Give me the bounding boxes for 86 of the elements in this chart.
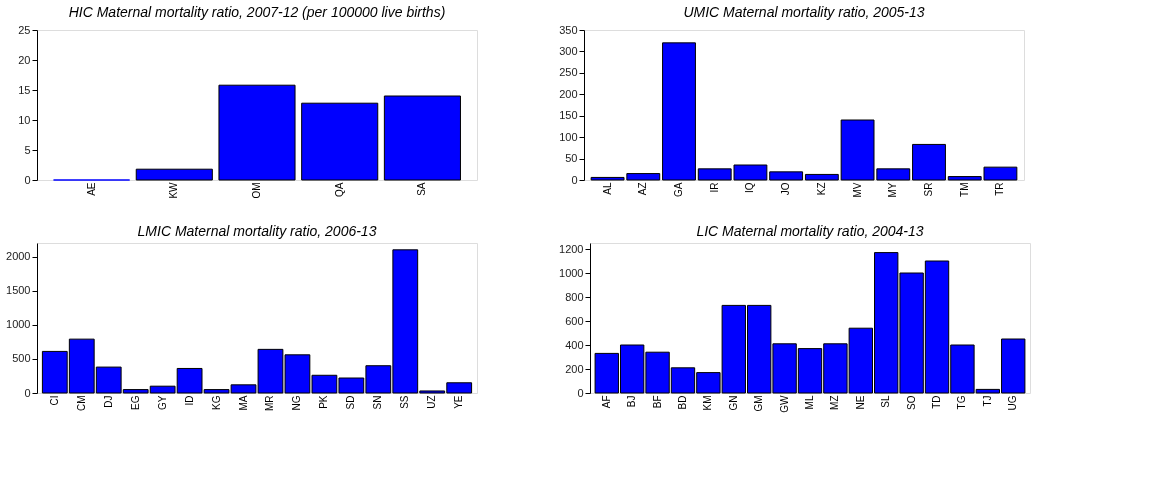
bar (662, 42, 696, 181)
y-tick-label: 20 (18, 53, 31, 66)
x-tick-label: PK (318, 395, 330, 409)
x-tick-label: BJ (626, 395, 638, 408)
bar (912, 143, 946, 181)
bar (218, 84, 296, 181)
x-tick-label: ID (183, 395, 195, 406)
y-tick-label: 0 (24, 386, 31, 399)
y-tick-label: 400 (565, 338, 584, 351)
x-tick-label: SL (880, 395, 892, 408)
chart-title: UMIC Maternal mortality ratio, 2005-13 (683, 4, 925, 20)
x-tick-label: SD (345, 395, 357, 410)
x-tick-label: SN (372, 395, 384, 410)
y-tick-label: 0 (571, 173, 578, 186)
y-tick-label: 500 (12, 352, 31, 365)
y-tick-label: 10 (18, 113, 31, 126)
chart-title: LMIC Maternal mortality ratio, 2006-13 (137, 223, 377, 239)
y-tick-label: 200 (565, 362, 584, 375)
x-tick-label: MV (851, 182, 863, 198)
x-tick-label: GA (673, 182, 684, 197)
x-tick-label: NE (854, 395, 866, 410)
x-tick-label: SS (399, 395, 411, 409)
x-tick-label: UG (1007, 395, 1019, 411)
y-tick-label: 250 (559, 66, 578, 79)
x-tick-label: OM (251, 182, 262, 199)
bar (383, 95, 461, 181)
y-tick-label: 50 (565, 152, 578, 165)
x-tick-label: UZ (426, 395, 438, 409)
x-tick-label: TM (958, 182, 970, 197)
y-tick-label: 100 (559, 130, 578, 143)
x-tick-label: JO (780, 182, 792, 196)
x-tick-label: ML (804, 395, 815, 410)
x-tick-label: GM (753, 395, 765, 412)
x-tick-label: AZ (637, 182, 649, 196)
y-tick-label: 0 (577, 386, 584, 399)
x-tick-label: EG (129, 395, 141, 410)
x-tick-label: AL (601, 182, 613, 195)
y-tick-label: 1200 (559, 242, 584, 255)
y-tick-label: 300 (559, 44, 578, 57)
x-tick-label: SO (905, 395, 917, 410)
chart-title: LIC Maternal mortality ratio, 2004-13 (696, 223, 924, 239)
x-tick-label: MY (887, 182, 899, 198)
y-tick-label: 5 (24, 143, 31, 156)
y-tick-label: 350 (559, 23, 578, 36)
y-tick-label: 1000 (559, 266, 584, 279)
x-tick-label: BD (676, 395, 688, 410)
x-tick-label: TR (994, 182, 1006, 196)
x-tick-label: KM (702, 395, 714, 411)
bar (135, 168, 213, 181)
y-tick-label: 0 (24, 173, 31, 186)
x-tick-label: GW (778, 394, 790, 413)
x-tick-label: CI (48, 395, 60, 406)
chart-title: HIC Maternal mortality ratio, 2007-12 (per 100000 live births) (68, 4, 446, 20)
x-tick-label: CM (75, 395, 87, 412)
x-tick-label: YE (453, 395, 465, 409)
x-tick-label: IQ (744, 182, 756, 194)
x-tick-label: GN (727, 395, 739, 411)
x-tick-label: KZ (815, 182, 827, 196)
y-tick-label: 1500 (6, 284, 31, 297)
bar (301, 102, 379, 181)
x-tick-label: MA (237, 395, 249, 411)
y-tick-label: 15 (18, 83, 31, 96)
x-tick-label: MZ (829, 395, 841, 410)
y-tick-label: 25 (18, 23, 31, 36)
x-tick-label: DJ (102, 395, 114, 408)
x-tick-label: NG (291, 395, 303, 411)
y-tick-label: 600 (565, 314, 584, 327)
x-tick-label: AE (85, 182, 97, 196)
x-tick-label: AF (600, 395, 612, 409)
y-tick-label: 2000 (6, 250, 31, 263)
y-tick-label: 200 (559, 87, 578, 100)
x-tick-label: SR (923, 182, 934, 197)
x-tick-label: TJ (981, 395, 993, 407)
x-tick-label: BF (651, 395, 663, 409)
x-tick-label: TG (956, 395, 968, 410)
x-tick-label: IR (708, 182, 720, 193)
y-tick-label: 800 (565, 290, 584, 303)
x-tick-label: KG (210, 395, 222, 410)
x-tick-label: MR (264, 395, 276, 412)
x-tick-label: KW (168, 181, 180, 199)
x-tick-label: SA (416, 182, 428, 196)
x-tick-label: QA (333, 182, 345, 197)
x-tick-label: TD (931, 395, 943, 409)
x-tick-label: GY (156, 395, 168, 410)
y-tick-label: 150 (559, 109, 578, 122)
y-tick-label: 1000 (6, 318, 31, 331)
